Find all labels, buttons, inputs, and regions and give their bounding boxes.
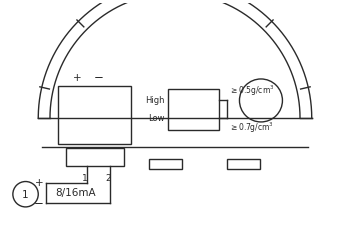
Text: +: + [73,73,82,83]
Text: Low: Low [148,114,164,123]
Bar [149,159,182,169]
Text: 8/16mA: 8/16mA [55,188,96,198]
Bar [168,89,219,130]
Bar [65,148,124,166]
Text: 1: 1 [22,190,29,200]
Text: +: + [35,179,43,189]
Text: 2: 2 [106,174,111,183]
Text: 1: 1 [82,174,88,183]
Text: High: High [145,96,164,105]
Bar [58,86,131,144]
Text: −: − [94,71,104,85]
Bar [227,159,260,169]
Text: $\geq$0.5g/cm$^3$: $\geq$0.5g/cm$^3$ [229,84,274,98]
Text: −: − [33,196,43,210]
Text: $\geq$0.7g/cm$^3$: $\geq$0.7g/cm$^3$ [229,120,274,135]
